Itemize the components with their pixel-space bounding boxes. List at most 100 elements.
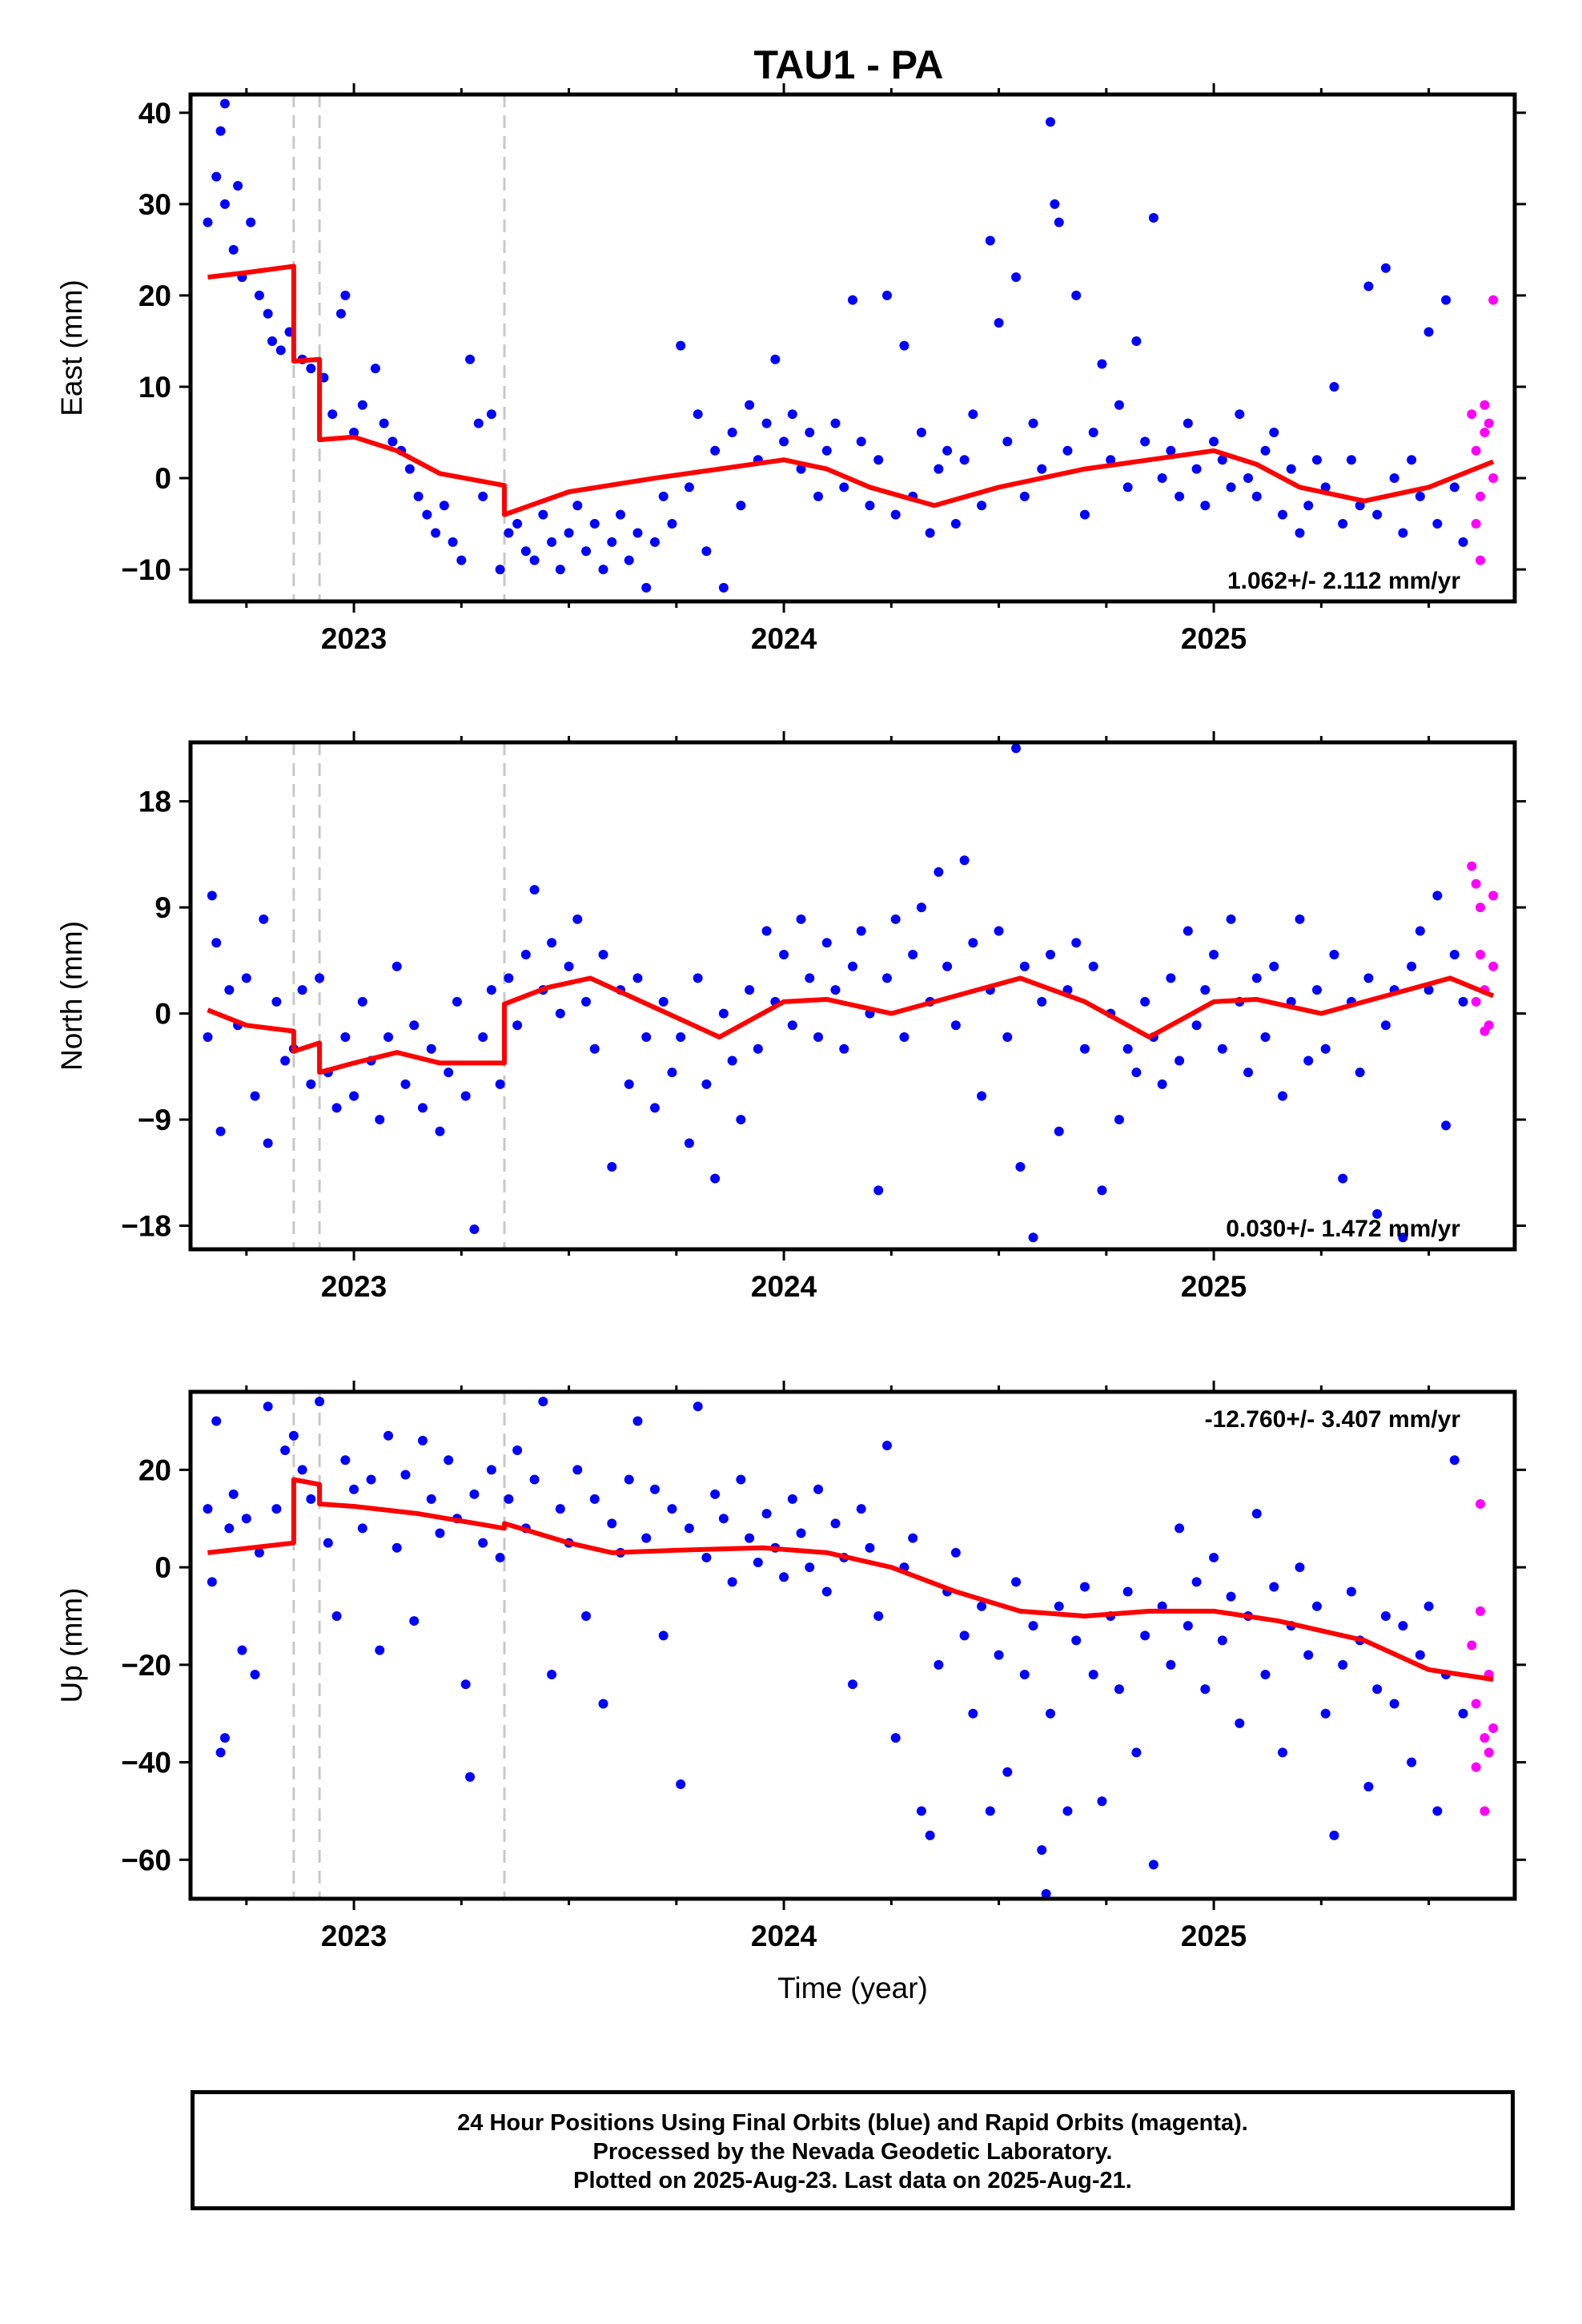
final-point <box>1320 482 1331 493</box>
final-point <box>426 1494 436 1504</box>
final-point <box>323 1538 333 1548</box>
final-point <box>796 914 806 924</box>
final-point <box>357 1523 367 1534</box>
rate-label: 0.030+/- 1.472 mm/yr <box>1226 1216 1460 1242</box>
final-point <box>1200 985 1211 995</box>
final-point <box>1062 445 1073 456</box>
final-point <box>881 290 892 300</box>
final-point <box>632 528 643 538</box>
final-point <box>520 546 531 557</box>
final-point <box>865 501 875 511</box>
final-point <box>280 1055 291 1066</box>
final-point <box>684 1523 694 1534</box>
x-tick-label: 2023 <box>321 622 387 655</box>
final-point <box>250 1091 260 1101</box>
final-point <box>1054 1126 1064 1136</box>
final-point <box>340 1032 351 1043</box>
final-point <box>263 1401 273 1412</box>
final-point <box>950 1547 961 1558</box>
final-point <box>667 1504 677 1514</box>
final-point <box>1407 455 1417 465</box>
final-point <box>529 555 540 565</box>
final-point <box>417 1435 428 1445</box>
final-point <box>1011 1577 1022 1587</box>
final-point <box>959 1630 970 1641</box>
final-point <box>925 1830 935 1840</box>
final-point <box>942 961 953 971</box>
rapid-point <box>1488 961 1499 971</box>
final-point <box>770 354 781 364</box>
final-point <box>1079 509 1090 520</box>
final-point <box>994 318 1004 328</box>
final-point <box>658 996 669 1007</box>
final-point <box>1097 1185 1107 1196</box>
final-point <box>426 1043 436 1054</box>
final-point <box>1140 996 1150 1007</box>
final-point <box>439 501 449 511</box>
final-point <box>203 217 213 227</box>
final-point <box>1002 1032 1013 1043</box>
rapid-point <box>1484 1747 1494 1758</box>
final-point <box>1311 1601 1322 1611</box>
final-point <box>727 1055 737 1066</box>
final-point <box>761 1509 772 1519</box>
final-point <box>1019 491 1030 501</box>
y-tick-label: 0 <box>155 998 171 1031</box>
final-point <box>1097 1796 1107 1807</box>
final-point <box>865 1542 875 1553</box>
final-point <box>1011 272 1022 283</box>
final-point <box>469 1224 480 1234</box>
final-point <box>589 1043 600 1054</box>
final-point <box>254 1547 264 1558</box>
final-point <box>787 1020 797 1031</box>
final-point <box>1311 455 1322 465</box>
final-point <box>379 418 389 428</box>
final-point <box>1217 1043 1227 1054</box>
final-point <box>658 491 669 501</box>
final-point <box>1011 743 1022 754</box>
final-point <box>1002 1767 1013 1777</box>
final-point <box>736 1115 746 1125</box>
final-point <box>327 409 338 420</box>
chart-title: TAU1 - PA <box>753 42 943 87</box>
final-point <box>1166 445 1176 456</box>
final-point <box>848 961 857 971</box>
x-tick-label: 2024 <box>751 622 817 655</box>
final-point <box>589 1494 600 1504</box>
final-point <box>805 973 815 983</box>
final-point <box>375 1645 385 1655</box>
final-point <box>881 973 892 983</box>
final-point <box>211 1416 222 1426</box>
final-point <box>1182 1621 1193 1631</box>
final-point <box>219 99 230 109</box>
final-point <box>1278 1747 1288 1758</box>
final-point <box>1398 1232 1408 1243</box>
final-point <box>899 340 909 351</box>
y-tick-label: 40 <box>139 97 171 130</box>
final-point <box>950 1020 961 1031</box>
final-point <box>512 1445 523 1456</box>
final-point <box>1226 482 1236 493</box>
final-point <box>908 949 918 959</box>
final-point <box>968 409 978 420</box>
final-point <box>1449 482 1460 493</box>
y-tick-label: 9 <box>155 891 171 924</box>
final-point <box>1174 491 1185 501</box>
final-point <box>1028 1621 1038 1631</box>
final-point <box>736 501 746 511</box>
rapid-point <box>1476 1606 1486 1616</box>
final-point <box>1200 501 1211 511</box>
final-point <box>1088 428 1098 437</box>
final-point <box>555 1008 565 1019</box>
final-point <box>968 938 978 948</box>
rapid-point <box>1471 879 1481 889</box>
rapid-point <box>1480 1733 1490 1743</box>
final-point <box>572 1465 583 1475</box>
final-point <box>779 436 789 447</box>
final-point <box>263 1138 273 1148</box>
rapid-point <box>1471 1762 1481 1772</box>
final-point <box>761 926 772 936</box>
final-point <box>400 1079 411 1089</box>
final-point <box>1286 464 1296 474</box>
